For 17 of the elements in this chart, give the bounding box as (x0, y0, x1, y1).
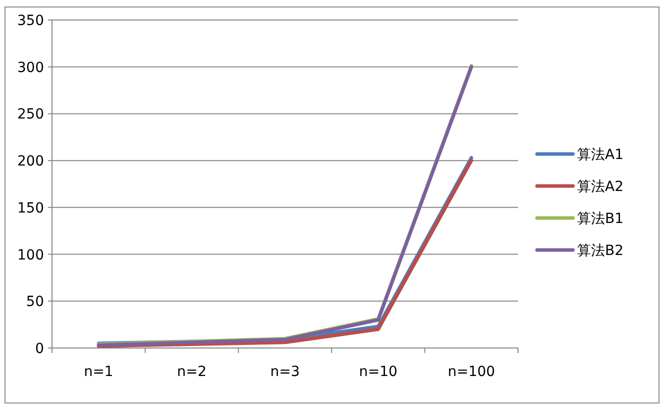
legend-label: 算法A2 (577, 179, 624, 195)
y-tick-label: 350 (17, 13, 44, 29)
y-tick-label: 250 (17, 106, 44, 123)
y-tick-label: 0 (35, 341, 44, 357)
legend-label: 算法B2 (577, 243, 624, 259)
x-tick-label: n=2 (177, 364, 207, 380)
y-tick-label: 100 (17, 247, 44, 264)
legend-label: 算法B1 (577, 211, 624, 227)
legend-label: 算法A1 (577, 147, 624, 163)
x-tick-label: n=100 (448, 364, 496, 380)
y-tick-label: 150 (17, 200, 44, 216)
y-tick-label: 200 (17, 154, 44, 170)
y-tick-label: 300 (17, 60, 44, 76)
x-tick-label: n=10 (358, 364, 398, 380)
x-tick-label: n=3 (270, 364, 300, 380)
x-tick-label: n=1 (84, 364, 114, 380)
y-tick-label: 50 (26, 294, 44, 310)
